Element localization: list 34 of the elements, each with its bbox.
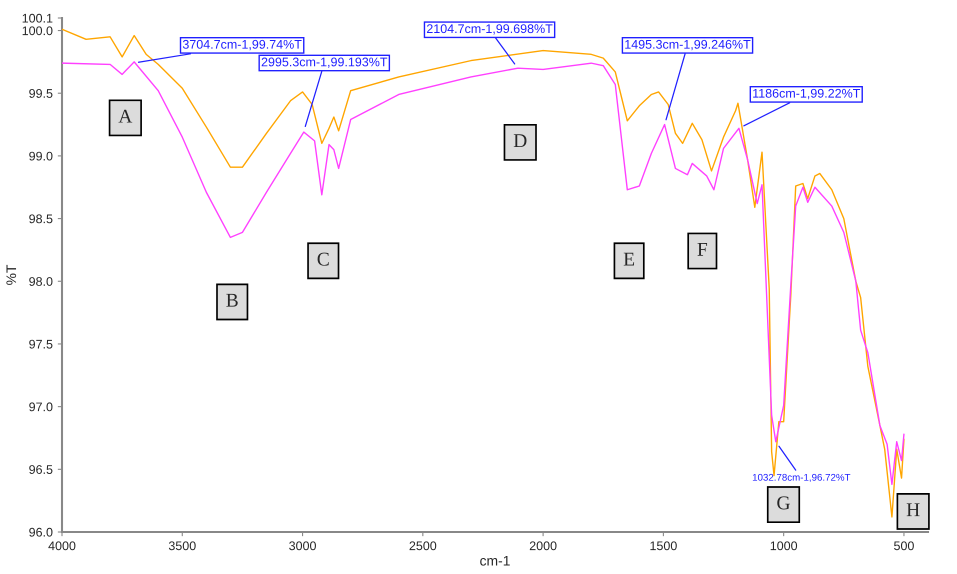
- annotation: 1495.3cm-1,99.246%T: [625, 40, 750, 50]
- annotation: 2995.3cm-1,99.193%T: [262, 58, 388, 68]
- x-tick-label: 1500: [650, 541, 677, 550]
- annotation: D: [514, 134, 526, 148]
- annotation: C: [318, 252, 329, 266]
- x-tick-label: 500: [894, 541, 914, 550]
- annotation: E: [624, 252, 634, 266]
- y-tick-label: 98.5: [29, 214, 52, 224]
- y-tick-label: 98.0: [29, 277, 52, 286]
- y-tick-label: 99.5: [29, 89, 52, 98]
- annotation: F: [698, 242, 708, 256]
- annotation: B: [226, 294, 238, 307]
- y-tick-label: 96.5: [29, 465, 52, 474]
- y-tick-label: 97.0: [29, 402, 52, 412]
- y-tick-label: 96.0: [29, 528, 52, 537]
- y-axis-title: %T: [6, 264, 16, 285]
- y-tick-label: 99.0: [29, 152, 52, 161]
- annotation: G: [777, 496, 790, 510]
- x-axis-title: cm-1: [480, 556, 510, 566]
- y-tick-label: 100.0: [22, 26, 52, 36]
- x-tick-label: 3500: [168, 541, 196, 550]
- annotation: 2104.7cm-1,99.698%T: [426, 24, 553, 35]
- x-tick-label: 3000: [289, 541, 316, 550]
- x-tick-label: 1000: [770, 541, 798, 550]
- y-tick-label: 97.5: [29, 340, 52, 349]
- x-tick-label: 2500: [410, 541, 436, 550]
- annotation: 1186cm-1,99.22%T: [753, 88, 860, 100]
- annotation: 1032.78cm-1,96.72%T: [752, 474, 850, 482]
- annotation: 3704.7cm-1,99.74%T: [182, 40, 302, 50]
- annotation: H: [906, 503, 920, 516]
- annotation: A: [118, 110, 132, 123]
- x-tick-label: 4000: [48, 541, 76, 550]
- y-tick-label: 100.1: [22, 14, 52, 23]
- x-tick-label: 2000: [530, 541, 557, 550]
